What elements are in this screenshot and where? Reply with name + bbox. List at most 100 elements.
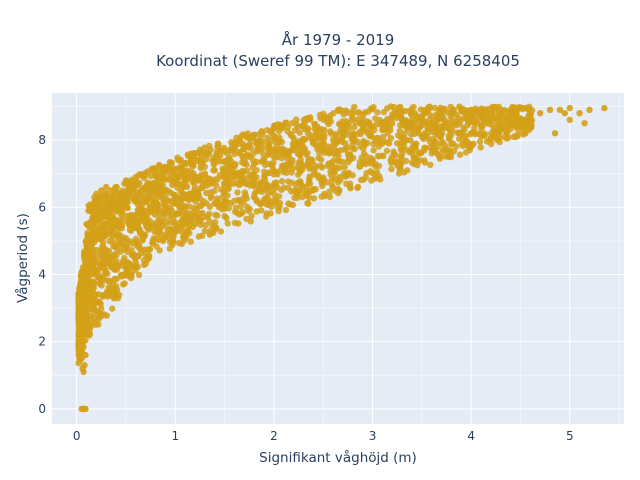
cloud-point: [469, 129, 476, 136]
cloud-point: [260, 196, 267, 204]
cloud-point: [236, 181, 243, 189]
cloud-point: [368, 133, 375, 140]
cloud-point: [244, 130, 251, 137]
cloud-point: [250, 181, 257, 188]
cloud-point: [375, 153, 383, 160]
y-tick-label: 4: [38, 267, 46, 281]
cloud-point: [421, 159, 429, 166]
cloud-point: [278, 178, 286, 185]
cloud-point: [343, 122, 351, 129]
cloud-point: [368, 177, 375, 184]
cloud-point: [256, 200, 264, 208]
cloud-point: [397, 103, 404, 111]
data-point: [122, 177, 130, 184]
cloud-point: [75, 341, 83, 348]
cloud-point: [499, 119, 506, 127]
data-point: [522, 130, 529, 137]
cloud-point: [264, 169, 271, 177]
cloud-point: [327, 128, 334, 135]
cloud-point: [151, 211, 159, 218]
cloud-point: [217, 228, 225, 235]
cloud-point: [478, 133, 485, 140]
cloud-point: [232, 204, 239, 211]
x-tick-label: 5: [566, 429, 574, 443]
cloud-point: [404, 167, 411, 174]
data-point: [389, 120, 396, 127]
cloud-point: [332, 175, 339, 183]
cloud-point: [90, 310, 97, 317]
cloud-point: [365, 157, 372, 165]
cloud-point: [233, 209, 241, 216]
cloud-point: [428, 150, 435, 157]
cloud-point: [128, 264, 135, 271]
data-point: [458, 106, 465, 114]
cloud-point: [220, 158, 227, 165]
cloud-point: [439, 147, 446, 154]
cloud-point: [424, 125, 431, 132]
cloud-point: [126, 222, 134, 229]
cloud-point: [186, 190, 193, 197]
cloud-point: [431, 104, 438, 112]
cloud-point: [369, 169, 376, 177]
cloud-point: [477, 144, 484, 151]
cloud-point: [261, 176, 269, 184]
cloud-point: [334, 148, 342, 155]
cloud-point: [132, 211, 139, 218]
cloud-point: [153, 243, 160, 250]
cloud-point: [258, 128, 265, 135]
cloud-point: [118, 225, 125, 232]
cloud-point: [164, 167, 171, 174]
data-point: [546, 106, 554, 114]
cloud-point: [290, 141, 297, 149]
cloud-point: [91, 233, 98, 240]
data-point: [221, 170, 228, 177]
cloud-point: [296, 129, 303, 136]
cloud-point: [109, 305, 116, 312]
cloud-point: [264, 151, 271, 159]
cloud-point: [459, 140, 466, 148]
data-point: [280, 150, 287, 157]
cloud-point: [438, 130, 446, 137]
cloud-point: [461, 126, 468, 133]
cloud-point: [234, 189, 241, 196]
cloud-point: [512, 104, 520, 111]
cloud-point: [231, 145, 238, 152]
cloud-point: [389, 114, 397, 121]
cloud-point: [121, 280, 128, 287]
cloud-point: [426, 105, 433, 112]
cloud-point: [191, 158, 198, 165]
cloud-point: [150, 165, 158, 173]
cloud-point: [160, 171, 167, 179]
cloud-point: [397, 165, 404, 172]
cloud-point: [496, 130, 503, 137]
cloud-point: [305, 200, 312, 207]
cloud-point: [462, 149, 470, 156]
cloud-point: [256, 136, 264, 144]
cloud-point: [175, 210, 183, 217]
cloud-point: [292, 181, 299, 189]
cloud-point: [124, 198, 131, 206]
cloud-point: [364, 139, 371, 146]
cloud-point: [503, 135, 510, 142]
cloud-point: [281, 162, 289, 169]
cloud-point: [337, 126, 344, 134]
cloud-point: [250, 133, 257, 140]
cloud-point: [320, 174, 327, 181]
cloud-point: [317, 133, 324, 140]
cloud-point: [244, 203, 251, 210]
data-point: [117, 190, 125, 197]
cloud-point: [235, 220, 242, 227]
cloud-point: [77, 272, 85, 280]
cloud-point: [168, 159, 176, 166]
cloud-point: [472, 110, 480, 117]
cloud-point: [295, 165, 302, 172]
cloud-point: [101, 221, 109, 228]
cloud-point: [294, 124, 302, 131]
cloud-point: [419, 119, 426, 127]
cloud-point: [97, 310, 105, 318]
data-point: [320, 140, 327, 147]
cloud-point: [124, 204, 131, 212]
data-point: [537, 110, 544, 117]
cloud-point: [319, 179, 327, 186]
cloud-point: [297, 180, 305, 188]
